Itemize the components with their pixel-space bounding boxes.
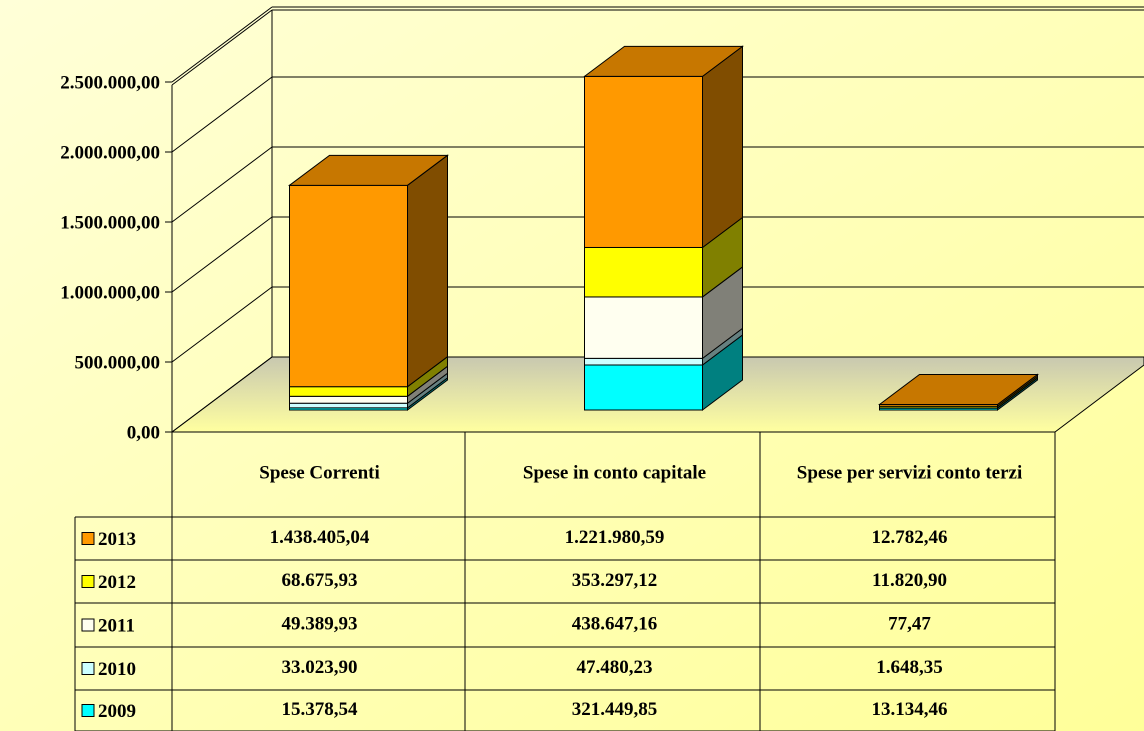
table-value: 68.675,93 xyxy=(282,570,358,591)
legend-label: 2009 xyxy=(98,701,136,722)
table-value: 33.023,90 xyxy=(282,657,358,678)
table-value: 321.449,85 xyxy=(572,699,658,720)
y-tick-label: 2.500.000,00 xyxy=(60,72,160,93)
bar-segment xyxy=(289,395,408,404)
grid-line xyxy=(171,146,273,223)
bar-segment xyxy=(584,296,703,359)
category-label: Spese per servizi conto terzi xyxy=(797,462,1022,483)
legend-swatch xyxy=(81,704,95,717)
y-tick-label: 0,00 xyxy=(127,422,160,443)
y-tick-label: 500.000,00 xyxy=(75,352,161,373)
bar-segment xyxy=(289,386,408,397)
bar-segment xyxy=(584,246,703,298)
legend-swatch xyxy=(81,575,95,588)
bar-top xyxy=(583,45,744,77)
legend-label: 2012 xyxy=(98,572,136,593)
legend-label: 2013 xyxy=(98,529,136,550)
bar-top xyxy=(288,154,449,186)
legend-label: 2010 xyxy=(98,659,136,680)
bar-side xyxy=(407,154,448,388)
table-value: 11.820,90 xyxy=(872,570,947,591)
y-tick-label: 2.000.000,00 xyxy=(60,142,160,163)
bar-segment xyxy=(289,402,408,409)
table-value: 1.648,35 xyxy=(876,657,943,678)
table-value: 438.647,16 xyxy=(572,613,658,634)
grid-line xyxy=(171,286,273,363)
y-tick-label: 1.000.000,00 xyxy=(60,282,160,303)
bar-segment xyxy=(289,184,408,388)
bar-segment xyxy=(584,364,703,411)
table-value: 77,47 xyxy=(888,613,931,634)
table-value: 12.782,46 xyxy=(872,527,948,548)
table-value: 353.297,12 xyxy=(572,570,658,591)
bar-side xyxy=(702,45,743,249)
category-label: Spese Correnti xyxy=(259,462,380,483)
grid-line xyxy=(171,6,273,83)
grid-line xyxy=(171,216,273,293)
table-value: 1.221.980,59 xyxy=(565,527,665,548)
wall-edge xyxy=(171,9,273,86)
legend-swatch xyxy=(81,618,95,632)
table-value: 47.480,23 xyxy=(577,657,653,678)
bar-top xyxy=(878,373,1039,405)
table-value: 1.438.405,04 xyxy=(270,527,370,548)
bar-segment xyxy=(584,357,703,366)
grid-line xyxy=(171,76,273,153)
category-label: Spese in conto capitale xyxy=(523,462,706,483)
legend-swatch xyxy=(81,532,95,545)
table-value: 49.389,93 xyxy=(282,613,358,634)
table-value: 13.134,46 xyxy=(872,699,948,720)
table-value: 15.378,54 xyxy=(282,699,359,720)
legend-label: 2011 xyxy=(98,615,135,636)
y-tick-label: 1.500.000,00 xyxy=(60,212,160,233)
grid-line xyxy=(171,356,273,433)
legend-swatch xyxy=(81,662,95,675)
bar-segment xyxy=(584,75,703,248)
